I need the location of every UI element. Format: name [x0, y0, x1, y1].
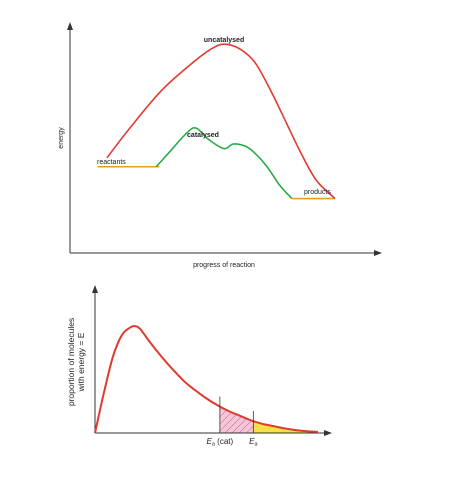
energy-profile-chart: energy progress of reaction reactants pr… [58, 22, 382, 269]
x-axis-arrow [324, 430, 332, 436]
products-label: products [304, 189, 331, 196]
y-axis-arrow [92, 285, 98, 293]
ea-cat-subscript: a [212, 442, 216, 448]
catalysed-area [219, 406, 254, 433]
catalysed-label: catalysed [187, 132, 219, 139]
ea-cat-label: Ea (cat) [207, 437, 234, 448]
uncatalysed-area [253, 421, 318, 433]
ea-cat-suffix: (cat) [215, 437, 234, 446]
y-axis-label: energy [58, 127, 65, 149]
uncatalysed-curve [106, 43, 336, 200]
ea-label: Ea [249, 437, 258, 448]
x-axis-label: progress of reaction [193, 262, 255, 269]
ea-cat-symbol: E [207, 437, 213, 446]
ea-symbol: E [249, 437, 255, 446]
y-axis-arrow [67, 22, 73, 30]
reactants-label: reactants [97, 159, 126, 166]
ea-subscript: a [254, 442, 258, 448]
y-axis-label-line2: with energy = E [76, 332, 86, 392]
distribution-curve [94, 324, 319, 434]
y-axis-label-line1: proportion of molecules [66, 318, 76, 406]
catalysed-curve [155, 126, 293, 200]
distribution-chart: proportion of molecules with energy = E … [66, 285, 332, 448]
x-axis-arrow [374, 250, 382, 256]
uncatalysed-label: uncatalysed [204, 37, 244, 44]
